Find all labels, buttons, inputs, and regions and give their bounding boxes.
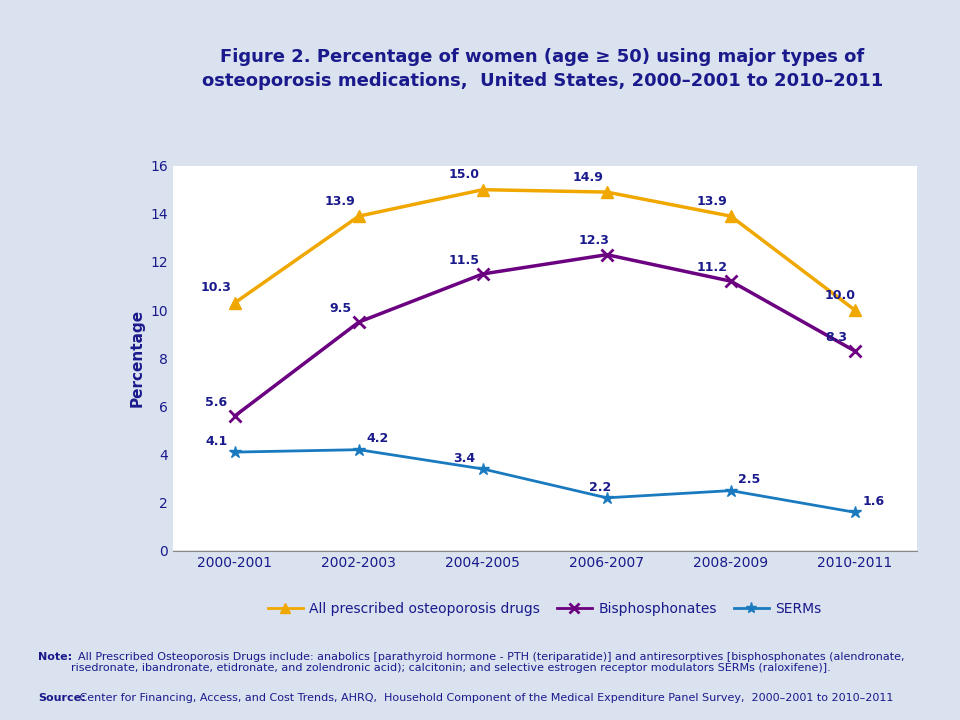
Text: 4.2: 4.2 <box>367 432 389 446</box>
Text: 11.2: 11.2 <box>697 261 728 274</box>
Text: 4.1: 4.1 <box>205 435 228 448</box>
Text: Center for Financing, Access, and Cost Trends, AHRQ,  Household Component of the: Center for Financing, Access, and Cost T… <box>76 693 894 703</box>
Text: 1.6: 1.6 <box>862 495 884 508</box>
Text: Note:: Note: <box>38 652 73 662</box>
Text: 12.3: 12.3 <box>579 235 610 248</box>
Text: 9.5: 9.5 <box>329 302 351 315</box>
Text: 13.9: 13.9 <box>697 194 728 208</box>
Text: 10.0: 10.0 <box>825 289 855 302</box>
Text: 2.5: 2.5 <box>738 473 760 486</box>
Text: 10.3: 10.3 <box>201 282 231 294</box>
Text: 13.9: 13.9 <box>324 194 355 208</box>
Text: Source:: Source: <box>38 693 86 703</box>
Text: 15.0: 15.0 <box>448 168 480 181</box>
Text: 3.4: 3.4 <box>453 451 475 464</box>
Text: 2.2: 2.2 <box>589 480 612 493</box>
Text: 14.9: 14.9 <box>573 171 604 184</box>
Legend: All prescribed osteoporosis drugs, Bisphosphonates, SERMs: All prescribed osteoporosis drugs, Bisph… <box>262 596 828 621</box>
Text: All Prescribed Osteoporosis Drugs include: anabolics [parathyroid hormone - PTH : All Prescribed Osteoporosis Drugs includ… <box>71 652 904 673</box>
Text: 11.5: 11.5 <box>448 253 480 266</box>
Text: 5.6: 5.6 <box>205 396 228 409</box>
Text: 8.3: 8.3 <box>826 330 847 343</box>
Y-axis label: Percentage: Percentage <box>130 309 145 408</box>
Text: Figure 2. Percentage of women (age ≥ 50) using major types of
osteoporosis medic: Figure 2. Percentage of women (age ≥ 50)… <box>202 48 883 90</box>
